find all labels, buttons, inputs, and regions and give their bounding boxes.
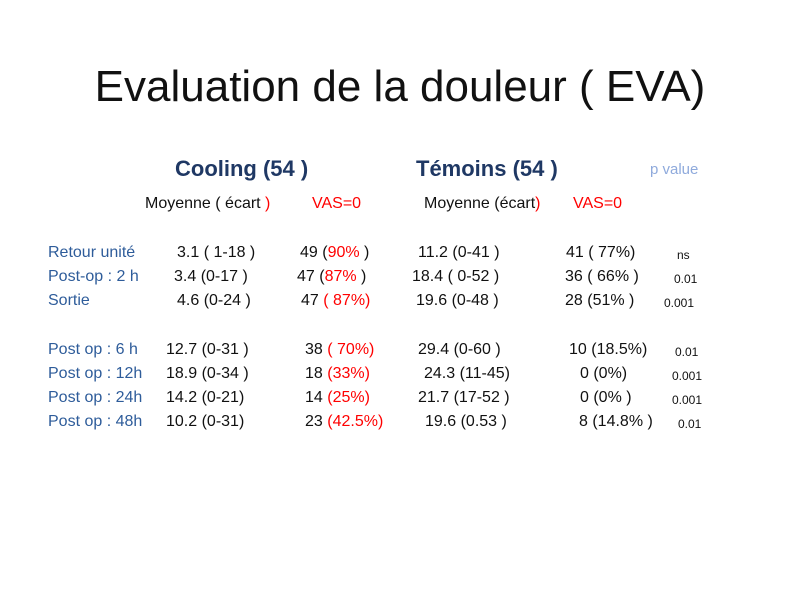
cooling-mean-cell: 14.2 (0-21): [166, 389, 245, 406]
temoins-mean-cell: 11.2 (0-41 ): [418, 244, 500, 261]
p-value-cell: 0.01: [675, 345, 699, 359]
cooling-vas-percent: (25%): [327, 389, 370, 406]
temoins-vas-cell: 41 ( 77%): [566, 244, 636, 261]
cooling-mean-subheader: Moyenne ( écart ): [145, 195, 270, 213]
cooling-vas-count: 18: [305, 365, 328, 382]
cooling-mean-cell: 12.7 (0-31 ): [166, 341, 249, 358]
row-label: Post op : 48h: [48, 413, 143, 430]
cooling-vas-count: 47 (: [297, 268, 325, 285]
cooling-vas-cell: 38 ( 70%): [305, 341, 374, 359]
cooling-mean-cell: 4.6 (0-24 ): [177, 292, 251, 309]
temoins-vas-cell: 28 (51% ): [565, 292, 635, 309]
temoins-mean-subheader: Moyenne (écart): [424, 195, 541, 213]
cooling-vas-count: 38: [305, 341, 328, 358]
temoins-vas-cell: 8 (14.8% ): [579, 413, 653, 430]
cooling-mean-cell: 3.4 (0-17 ): [174, 268, 248, 285]
cooling-vas-percent: 87%: [324, 268, 362, 285]
cooling-vas-cell: 49 (90% ): [300, 244, 369, 262]
cooling-vas-cell: 23 (42.5%): [305, 413, 383, 431]
p-value-header: p value: [650, 161, 699, 178]
cooling-mean-label: Moyenne ( écart: [145, 195, 261, 212]
cooling-mean-cell: 18.9 (0-34 ): [166, 365, 249, 382]
cooling-vas-subheader: VAS=0: [312, 195, 362, 212]
cooling-vas-percent: (42.5%): [327, 413, 384, 430]
cooling-vas-close: ): [364, 244, 370, 261]
temoins-mean-cell: 24.3 (11-45): [424, 365, 510, 382]
temoins-mean-cell: 19.6 (0.53 ): [425, 413, 507, 430]
cooling-vas-cell: 47 (87% ): [297, 268, 366, 286]
p-value-cell: 0.01: [674, 272, 698, 286]
cooling-mean-cell: 3.1 ( 1-18 ): [177, 244, 256, 261]
temoins-mean-cell: 21.7 (17-52 ): [418, 389, 510, 406]
cooling-mean-cell: 10.2 (0-31): [166, 413, 245, 430]
cooling-vas-count: 14: [305, 389, 328, 406]
temoins-mean-cell: 29.4 (0-60 ): [418, 341, 501, 358]
cooling-vas-percent: ( 70%): [327, 341, 375, 358]
cooling-mean-paren: ): [260, 195, 271, 212]
p-value-cell: ns: [677, 248, 690, 262]
cooling-vas-cell: 18 (33%): [305, 365, 370, 383]
row-label: Post op : 6 h: [48, 341, 138, 358]
cooling-vas-count: 23: [305, 413, 328, 430]
cooling-vas-percent: (33%): [327, 365, 370, 382]
temoins-mean-cell: 18.4 ( 0-52 ): [412, 268, 500, 285]
temoins-mean-label: Moyenne (écart: [424, 195, 536, 212]
cooling-group-header: Cooling (54 ): [175, 156, 309, 181]
row-label: Post-op : 2 h: [48, 268, 139, 285]
p-value-cell: 0.001: [672, 369, 703, 383]
cooling-vas-close: ): [361, 268, 367, 285]
slide-title: Evaluation de la douleur ( EVA): [94, 62, 706, 111]
p-value-cell: 0.01: [678, 417, 702, 431]
p-value-cell: 0.001: [664, 296, 695, 310]
temoins-vas-cell: 36 ( 66% ): [565, 268, 639, 285]
cooling-vas-count: 49 (: [300, 244, 328, 261]
cooling-vas-percent: ( 87%): [323, 292, 371, 309]
cooling-vas-cell: 14 (25%): [305, 389, 370, 407]
row-label: Post op : 12h: [48, 365, 143, 382]
temoins-vas-subheader: VAS=0: [573, 195, 623, 212]
temoins-vas-cell: 0 (0%): [580, 365, 628, 382]
temoins-group-header: Témoins (54 ): [416, 156, 558, 181]
temoins-mean-paren: ): [535, 195, 541, 212]
cooling-vas-cell: 47 ( 87%): [301, 292, 370, 310]
row-label: Post op : 24h: [48, 389, 143, 406]
row-label: Retour unité: [48, 244, 136, 261]
row-label: Sortie: [48, 292, 90, 309]
cooling-vas-count: 47: [301, 292, 324, 309]
temoins-mean-cell: 19.6 (0-48 ): [416, 292, 499, 309]
temoins-vas-cell: 10 (18.5%): [569, 341, 648, 358]
cooling-vas-percent: 90%: [327, 244, 365, 261]
p-value-cell: 0.001: [672, 393, 703, 407]
temoins-vas-cell: 0 (0% ): [580, 389, 632, 406]
